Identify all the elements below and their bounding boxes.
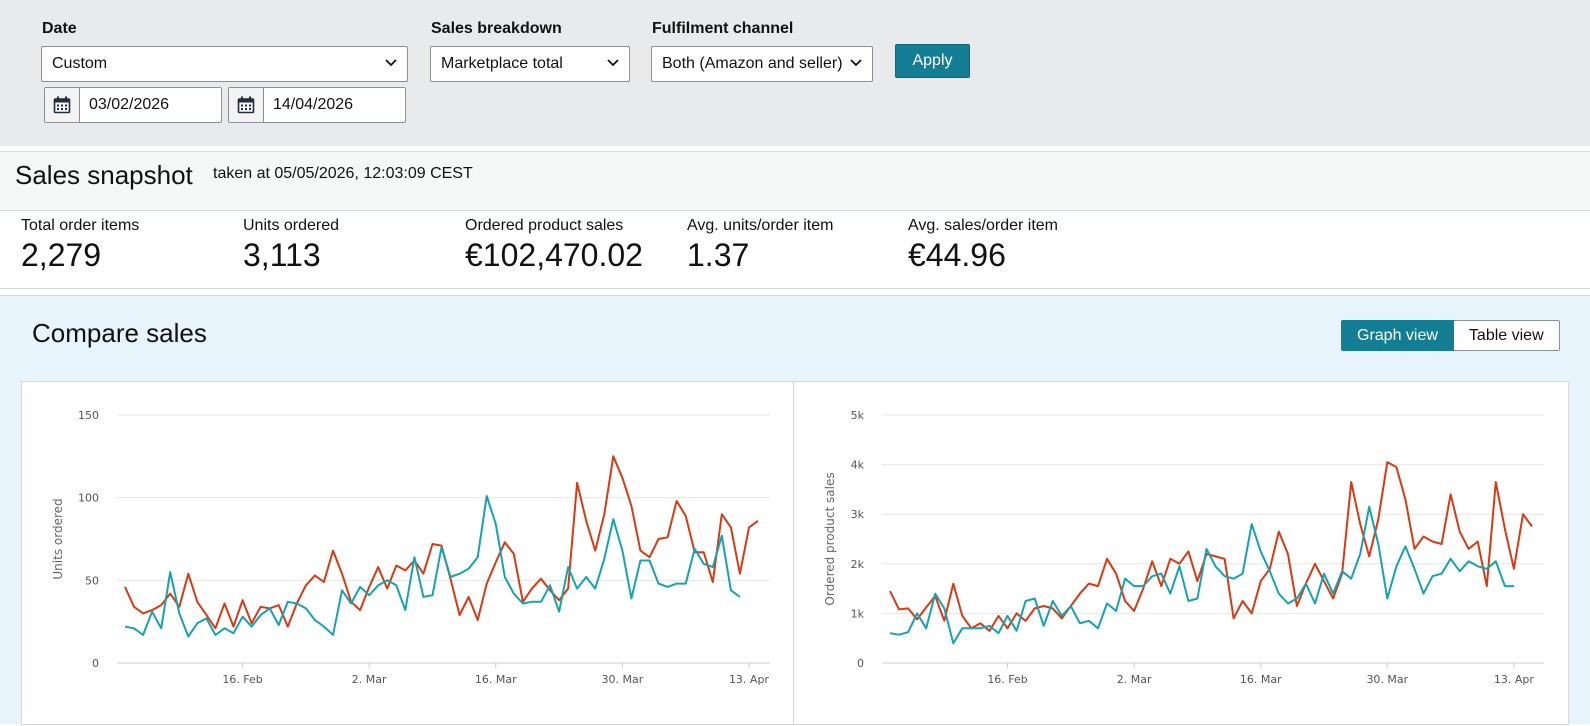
y-tick-label: 4k — [851, 459, 865, 472]
ordered-product-sales-chart: 0 1k 2k 3k 4k 5k 16. Feb 2. Mar 16. Mar 30. Mar 13… — [823, 409, 1544, 686]
x-tick-label: 2. Mar — [1117, 673, 1152, 686]
metric-avg-units-per-order-item: Avg. units/order item 1.37 — [687, 217, 833, 274]
y-tick-label: 0 — [92, 657, 99, 670]
calendar-icon[interactable] — [45, 88, 80, 122]
start-date-value[interactable]: 03/02/2026 — [89, 96, 170, 113]
sales-snapshot-title: Sales snapshot — [15, 160, 193, 190]
units-ordered-chart-panel: 0 50 100 150 16. Feb 2. Mar 16. Mar 30. Mar 13. … — [21, 381, 794, 725]
chevron-down-icon — [850, 59, 862, 67]
date-range-select[interactable]: Custom — [41, 46, 408, 82]
metric-value: €44.96 — [908, 237, 1006, 273]
metric-value: €102,470.02 — [465, 237, 643, 273]
ordered-product-sales-chart-panel: 0 1k 2k 3k 4k 5k 16. Feb 2. Mar 16. Mar 30. Mar 13… — [793, 381, 1569, 725]
y-tick-label: 3k — [851, 508, 865, 521]
metric-value: 3,113 — [243, 237, 321, 273]
sales-breakdown-label: Sales breakdown — [431, 20, 562, 37]
start-date-field[interactable]: 03/02/2026 — [44, 87, 222, 123]
x-tick-label: 16. Feb — [222, 673, 262, 686]
apply-button[interactable]: Apply — [895, 44, 970, 78]
sales-breakdown-value: Marketplace total — [441, 55, 563, 72]
y-tick-label: 2k — [851, 558, 865, 571]
snapshot-metrics: Total order items 2,279 Units ordered 3,… — [0, 211, 1590, 289]
metric-value: 1.37 — [687, 237, 750, 273]
end-date-field[interactable]: 14/04/2026 — [228, 87, 406, 123]
x-tick-label: 16. Mar — [1240, 673, 1282, 686]
y-tick-label: 5k — [851, 409, 865, 422]
fulfilment-channel-label: Fulfilment channel — [652, 20, 794, 37]
metric-label: Ordered product sales — [465, 217, 624, 234]
y-axis-title: Units ordered — [51, 498, 65, 579]
view-toggle: Graph view Table view — [1341, 320, 1560, 351]
chevron-down-icon — [385, 59, 397, 67]
metric-avg-sales-per-order-item: Avg. sales/order item €44.96 — [908, 217, 1058, 274]
y-tick-label: 0 — [857, 657, 864, 670]
series-line-teal — [889, 505, 1514, 645]
y-tick-label: 1k — [851, 607, 865, 620]
metric-label: Units ordered — [243, 217, 340, 234]
series-line-teal — [124, 495, 741, 638]
metric-ordered-product-sales: Ordered product sales €102,470.02 — [465, 217, 643, 274]
x-tick-label: 16. Feb — [987, 673, 1027, 686]
series-line-red — [889, 461, 1533, 632]
metric-value: 2,279 — [21, 237, 102, 273]
metric-label: Total order items — [21, 217, 140, 234]
x-tick-label: 2. Mar — [352, 673, 387, 686]
x-tick-label: 30. Mar — [1366, 673, 1408, 686]
fulfilment-channel-value: Both (Amazon and seller) — [662, 55, 843, 72]
snapshot-timestamp: taken at 05/05/2026, 12:03:09 CEST — [213, 165, 473, 182]
compare-sales-section: Compare sales Graph view Table view 0 50 1… — [0, 295, 1590, 725]
metric-total-order-items: Total order items 2,279 — [21, 217, 139, 274]
calendar-icon[interactable] — [229, 88, 264, 122]
x-tick-label: 30. Mar — [601, 673, 643, 686]
metric-label: Avg. sales/order item — [908, 217, 1058, 234]
end-date-value[interactable]: 14/04/2026 — [273, 96, 354, 113]
x-tick-label: 13. Apr — [1494, 673, 1534, 686]
date-range-value: Custom — [52, 55, 108, 72]
graph-view-button[interactable]: Graph view — [1341, 320, 1454, 351]
date-filter-label: Date — [42, 20, 77, 37]
y-tick-label: 100 — [78, 492, 99, 505]
metric-units-ordered: Units ordered 3,113 — [243, 217, 339, 274]
units-ordered-chart: 0 50 100 150 16. Feb 2. Mar 16. Mar 30. Mar 13. … — [51, 409, 770, 686]
x-tick-label: 13. Apr — [729, 673, 769, 686]
sales-breakdown-select[interactable]: Marketplace total — [430, 46, 630, 82]
compare-sales-title: Compare sales — [32, 318, 207, 348]
x-tick-label: 16. Mar — [475, 673, 517, 686]
table-view-button[interactable]: Table view — [1453, 320, 1560, 351]
fulfilment-channel-select[interactable]: Both (Amazon and seller) — [651, 46, 873, 82]
filter-bar: Date Custom 03/02/2026 14/04/2026 Sales … — [0, 0, 1590, 146]
y-tick-label: 50 — [85, 574, 99, 587]
sales-snapshot-header: Sales snapshot taken at 05/05/2026, 12:0… — [0, 151, 1590, 211]
chevron-down-icon — [607, 59, 619, 67]
y-tick-label: 150 — [78, 409, 99, 422]
y-axis-title: Ordered product sales — [823, 472, 837, 605]
series-line-red — [124, 455, 759, 630]
metric-label: Avg. units/order item — [687, 217, 834, 234]
